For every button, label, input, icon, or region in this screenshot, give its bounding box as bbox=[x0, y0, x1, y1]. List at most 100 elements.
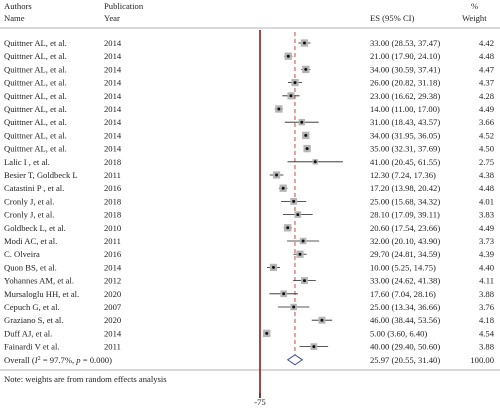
overall-label-part: p bbox=[75, 355, 81, 365]
study-point bbox=[313, 160, 317, 164]
study-author: Mursaloglu HH, et al. bbox=[4, 289, 79, 299]
study-row: Cepuch G, et al. 2007 25.00 (13.34, 36.66)… bbox=[4, 302, 495, 312]
study-row: Modi AC, et al. 2011 32.00 (20.10, 43.90) 3… bbox=[4, 236, 494, 246]
study-author: Cepuch G, et al. bbox=[4, 302, 60, 312]
study-weight: 4.54 bbox=[479, 328, 495, 338]
study-weight: 4.37 bbox=[479, 78, 495, 88]
study-ci-text: 46.00 (38.44, 53.56) bbox=[370, 315, 440, 325]
overall-label-part: Overall ( bbox=[4, 355, 35, 365]
study-year: 2018 bbox=[104, 157, 121, 167]
study-author: Quittner AL, et al. bbox=[4, 91, 67, 101]
study-year: 2018 bbox=[104, 210, 121, 220]
study-row: Quittner AL, et al. 2014 34.00 (31.95, 36.… bbox=[4, 130, 494, 140]
study-ci-text: 33.00 (24.62, 41.38) bbox=[370, 276, 440, 286]
header-name: Name bbox=[4, 13, 25, 23]
study-row: Quittner AL, et al. 2014 14.00 (11.00, 17.… bbox=[4, 104, 494, 114]
study-ci-text: 40.00 (29.40, 50.60) bbox=[370, 342, 440, 352]
study-year: 2014 bbox=[104, 130, 122, 140]
study-weight: 3.73 bbox=[479, 236, 494, 246]
study-ci-text: 17.20 (13.98, 20.42) bbox=[370, 183, 440, 193]
study-point bbox=[304, 133, 308, 137]
study-row: Quon BS, et al. 2014 10.00 (5.25, 14.75) 4.… bbox=[4, 262, 494, 272]
study-year: 2014 bbox=[104, 51, 122, 61]
study-point bbox=[300, 120, 304, 124]
study-weight: 4.50 bbox=[479, 144, 494, 154]
study-author: Quittner AL, et al. bbox=[4, 144, 67, 154]
study-point bbox=[296, 213, 300, 217]
study-weight: 3.88 bbox=[479, 289, 494, 299]
study-point bbox=[271, 265, 275, 269]
study-point bbox=[302, 41, 306, 45]
study-year: 2014 bbox=[104, 78, 122, 88]
study-weight: 3.83 bbox=[479, 210, 494, 220]
study-point bbox=[286, 54, 290, 58]
study-ci-text: 23.00 (16.62, 29.38) bbox=[370, 91, 440, 101]
study-year: 2011 bbox=[104, 342, 121, 352]
study-year: 2014 bbox=[104, 91, 122, 101]
study-ci-text: 32.00 (20.10, 43.90) bbox=[370, 236, 440, 246]
study-weight: 4.39 bbox=[479, 249, 494, 259]
overall-label-part: I bbox=[34, 355, 39, 365]
study-weight: 4.40 bbox=[479, 262, 494, 272]
study-ci-text: 12.30 (7.24, 17.36) bbox=[370, 170, 436, 180]
study-point bbox=[277, 107, 281, 111]
study-author: Catastini P , et al. bbox=[4, 183, 64, 193]
study-ci-text: 29.70 (24.81, 34.59) bbox=[370, 249, 440, 259]
study-weight: 2.75 bbox=[479, 157, 494, 167]
study-ci-text: 17.60 (7.04, 28.16) bbox=[370, 289, 436, 299]
study-ci-text: 20.60 (17.54, 23.66) bbox=[370, 223, 440, 233]
study-year: 2011 bbox=[104, 236, 121, 246]
study-point bbox=[286, 226, 290, 230]
header-percent: % bbox=[471, 1, 478, 11]
study-point bbox=[304, 67, 308, 71]
study-point bbox=[275, 173, 279, 177]
study-point bbox=[289, 94, 293, 98]
overall-label-part: = 0.000) bbox=[81, 355, 112, 365]
overall-row: Overall (I2 = 97.7%, p = 0.000) 25.97 (20… bbox=[4, 354, 494, 366]
study-author: Quittner AL, et al. bbox=[4, 117, 67, 127]
study-point bbox=[292, 305, 296, 309]
study-row: Quittner AL, et al. 2014 33.00 (28.53, 37.… bbox=[4, 38, 494, 48]
study-row: Besier T, Goldbeck L 2011 12.30 (7.24, 17.… bbox=[4, 170, 494, 180]
study-weight: 3.88 bbox=[479, 342, 494, 352]
table-header: Authors Name Publication Year ES (95% CI… bbox=[4, 1, 487, 23]
study-year: 2014 bbox=[104, 104, 122, 114]
study-author: Quittner AL, et al. bbox=[4, 64, 67, 74]
study-author: C. Olveira bbox=[4, 249, 40, 259]
study-ci-text: 14.00 (11.00, 17.00) bbox=[370, 104, 440, 114]
study-point bbox=[301, 239, 305, 243]
study-ci-text: 26.00 (20.82, 31.18) bbox=[370, 78, 440, 88]
study-year: 2014 bbox=[104, 64, 122, 74]
study-point bbox=[282, 292, 286, 296]
study-year: 2018 bbox=[104, 196, 121, 206]
study-row: Yohannes AM, et al. 2012 33.00 (24.62, 41.… bbox=[4, 276, 494, 286]
study-year: 2016 bbox=[104, 183, 122, 193]
axis-tick-label: -75 bbox=[254, 397, 265, 407]
study-weight: 3.66 bbox=[479, 117, 495, 127]
study-row: Fainardi V et al. 2011 40.00 (29.40, 50.60… bbox=[4, 342, 494, 352]
study-ci-text: 41.00 (20.45, 61.55) bbox=[370, 157, 440, 167]
study-point bbox=[281, 186, 285, 190]
study-row: Quittner AL, et al. 2014 26.00 (20.82, 31.… bbox=[4, 78, 495, 88]
study-author: Quon BS, et al. bbox=[4, 262, 57, 272]
study-author: Duff AJ, et al. bbox=[4, 328, 52, 338]
study-row: Cronly J, et al. 2018 25.00 (15.68, 34.32)… bbox=[4, 196, 494, 206]
study-point bbox=[312, 345, 316, 349]
study-point bbox=[305, 147, 309, 151]
study-ci-text: 34.00 (30.59, 37.41) bbox=[370, 64, 440, 74]
study-row: Quittner AL, et al. 2014 35.00 (32.31, 37.… bbox=[4, 144, 494, 154]
study-author: Modi AC, et al. bbox=[4, 236, 57, 246]
study-row: C. Olveira 2016 29.70 (24.81, 34.59) 4.39 bbox=[4, 249, 494, 259]
study-point bbox=[265, 331, 269, 335]
overall-weight: 100.00 bbox=[470, 355, 494, 365]
study-ci-text: 25.00 (15.68, 34.32) bbox=[370, 196, 440, 206]
header-authors: Authors bbox=[4, 1, 32, 11]
study-year: 2016 bbox=[104, 249, 122, 259]
study-weight: 4.38 bbox=[479, 170, 494, 180]
header-publication: Publication bbox=[104, 1, 144, 11]
study-author: Quittner AL, et al. bbox=[4, 104, 67, 114]
study-weight: 4.48 bbox=[479, 51, 494, 61]
study-ci-text: 31.00 (18.43, 43.57) bbox=[370, 117, 440, 127]
study-author: Goldbeck L, et al. bbox=[4, 223, 66, 233]
